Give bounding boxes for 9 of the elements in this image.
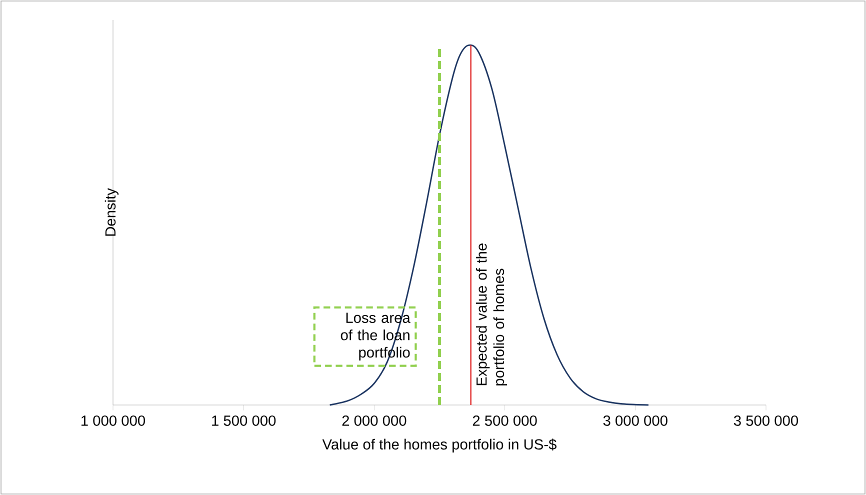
x-tick-label: 1 500 000	[212, 415, 276, 426]
x-tick-label: 3 000 000	[603, 415, 668, 426]
x-tick-label: 3 500 000	[734, 415, 798, 426]
y-axis-title: Density	[104, 188, 119, 236]
x-tick-label: 2 000 000	[342, 415, 406, 426]
ref-line-label: Expected value of the portfolio of homes	[476, 244, 507, 386]
x-axis-title: Value of the homes portfolio in US-$	[322, 438, 556, 452]
x-tick-label: 2 500 000	[472, 415, 537, 426]
x-tick-label: 1 000 000	[81, 415, 146, 426]
